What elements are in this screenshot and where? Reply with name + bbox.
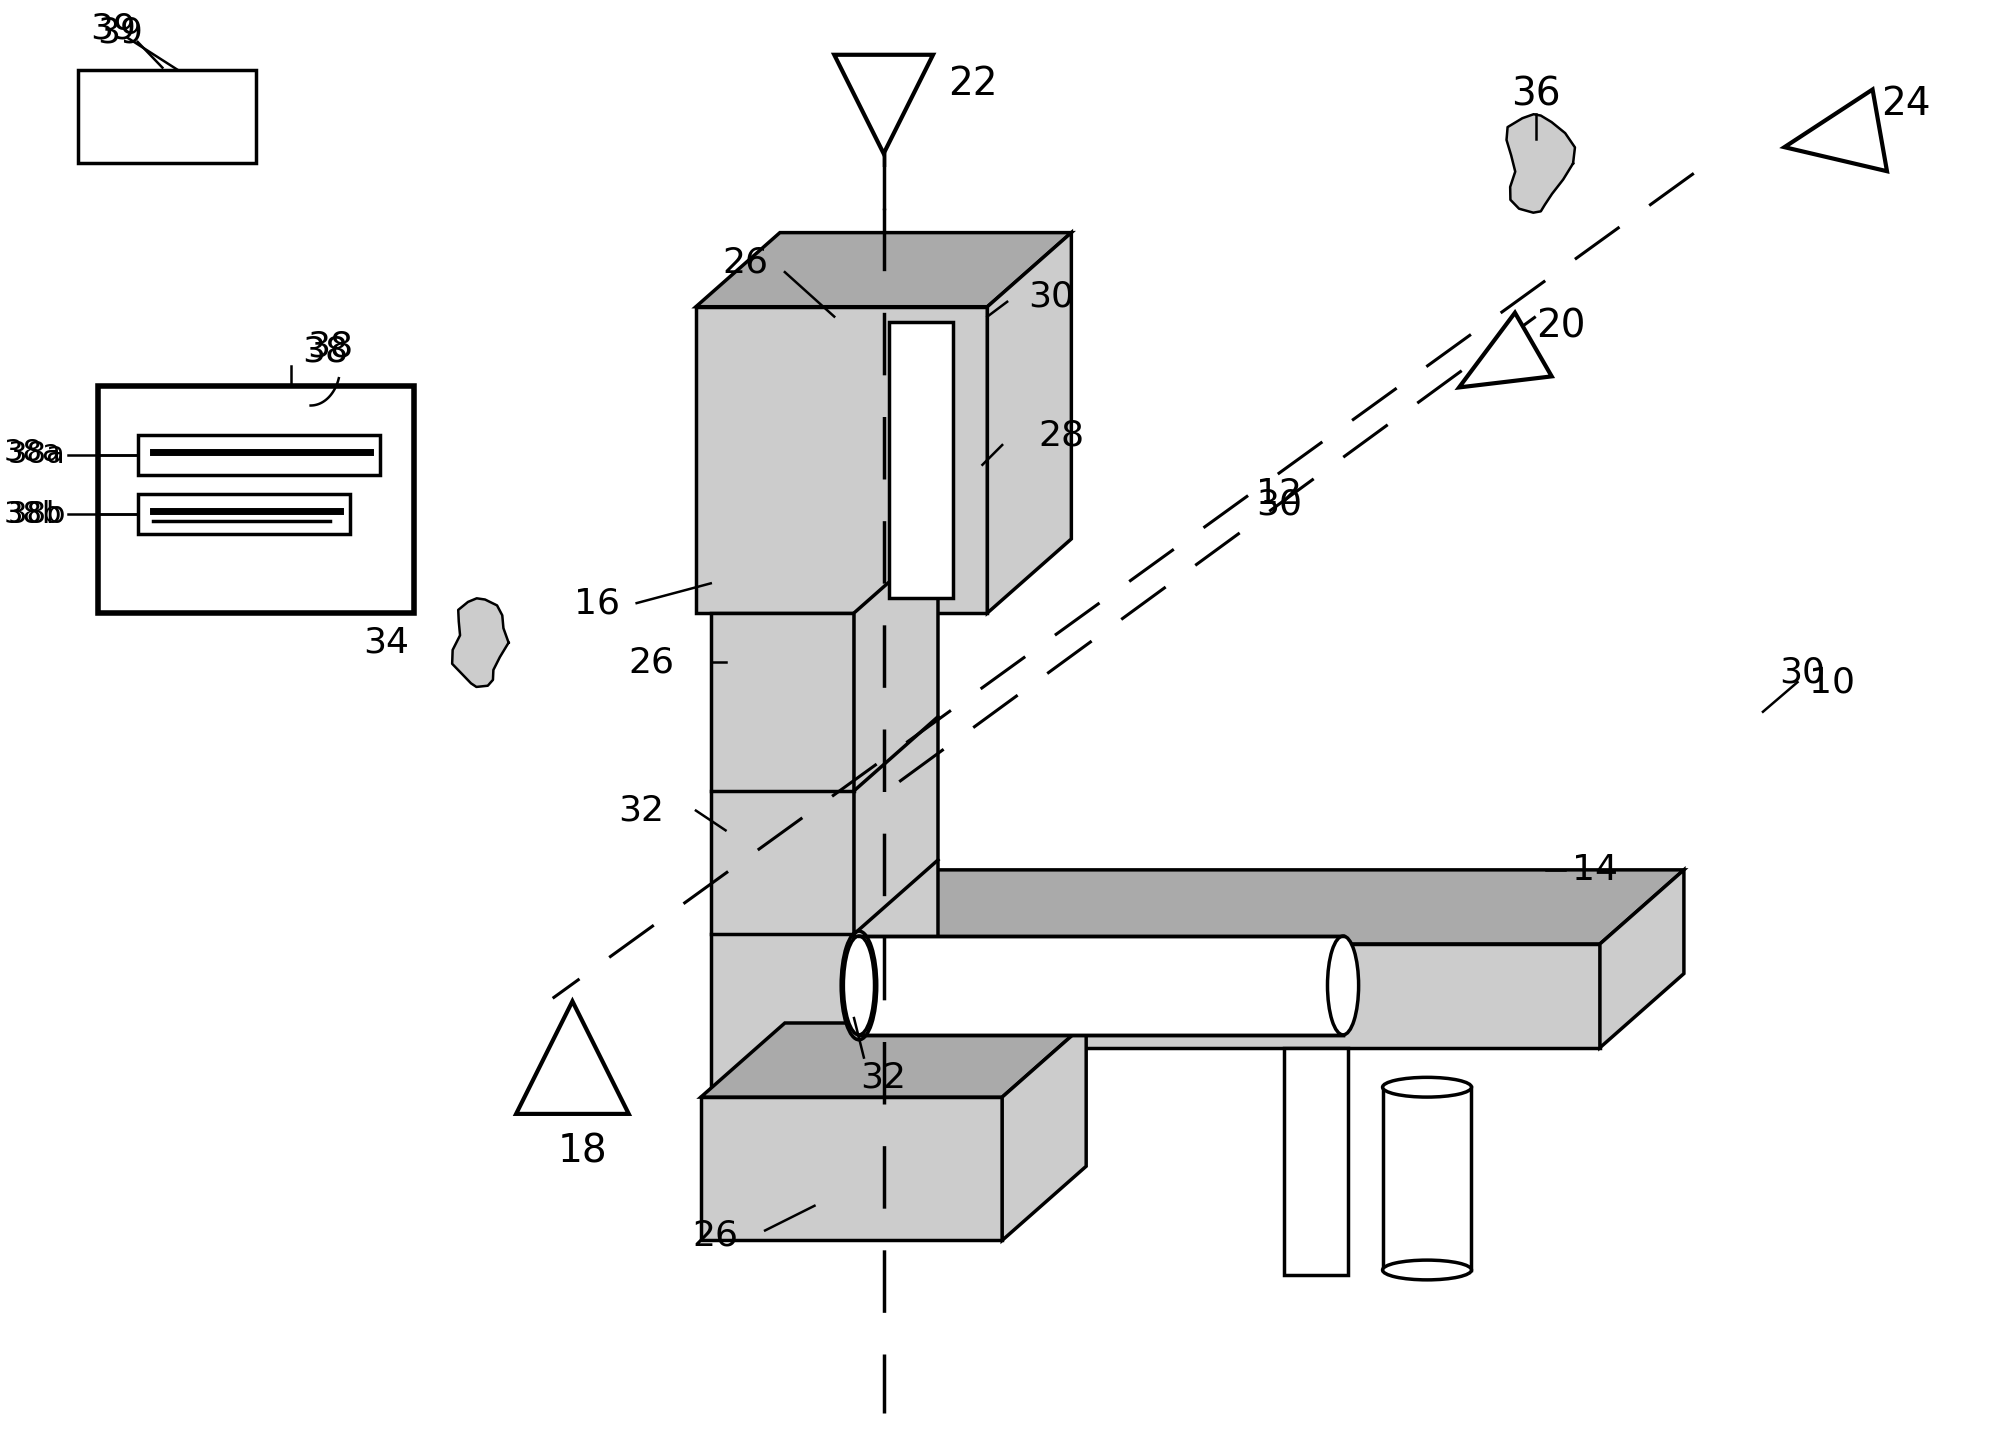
Polygon shape: [1002, 1023, 1087, 1240]
Polygon shape: [453, 598, 509, 687]
Polygon shape: [1600, 870, 1684, 1048]
Polygon shape: [1506, 115, 1576, 212]
Ellipse shape: [1383, 1077, 1472, 1097]
Polygon shape: [515, 1001, 630, 1115]
Polygon shape: [696, 307, 986, 613]
Polygon shape: [138, 435, 379, 474]
Text: 12: 12: [1255, 477, 1301, 511]
Text: 20: 20: [1536, 307, 1586, 345]
Polygon shape: [78, 70, 257, 163]
Text: 38: 38: [307, 329, 353, 364]
Ellipse shape: [844, 936, 874, 1035]
Polygon shape: [98, 386, 415, 613]
Polygon shape: [1784, 89, 1887, 172]
Polygon shape: [848, 944, 1600, 1048]
Text: 28: 28: [1039, 418, 1085, 453]
Polygon shape: [848, 870, 1684, 944]
Polygon shape: [888, 322, 952, 598]
Text: 38a: 38a: [8, 441, 66, 470]
Text: 10: 10: [1809, 665, 1855, 700]
Text: 38a: 38a: [4, 438, 62, 467]
Text: 38b: 38b: [8, 499, 66, 528]
Polygon shape: [1460, 313, 1552, 387]
Text: 32: 32: [620, 793, 664, 828]
Text: 16: 16: [573, 586, 620, 620]
Polygon shape: [702, 1023, 1087, 1097]
Text: 26: 26: [692, 1218, 738, 1253]
Text: 38b: 38b: [4, 499, 62, 528]
Text: 30: 30: [1780, 655, 1825, 690]
Polygon shape: [854, 538, 938, 1097]
Polygon shape: [702, 1097, 1002, 1240]
Text: 26: 26: [722, 246, 768, 279]
Polygon shape: [696, 233, 1071, 307]
Text: 26: 26: [628, 646, 674, 679]
Ellipse shape: [1327, 936, 1359, 1035]
Text: 24: 24: [1881, 86, 1931, 124]
Text: 32: 32: [860, 1061, 906, 1094]
Polygon shape: [1283, 1048, 1347, 1275]
Text: 38: 38: [303, 335, 349, 368]
Polygon shape: [710, 613, 854, 1097]
Text: 14: 14: [1572, 853, 1618, 888]
Polygon shape: [834, 55, 932, 154]
Polygon shape: [138, 495, 351, 534]
Text: 30: 30: [1255, 487, 1301, 521]
Polygon shape: [986, 233, 1071, 613]
Text: 39: 39: [90, 12, 136, 45]
Polygon shape: [1383, 1087, 1472, 1270]
Text: 30: 30: [1029, 279, 1075, 314]
Text: 34: 34: [363, 626, 409, 659]
Text: 39: 39: [96, 15, 142, 49]
Text: 22: 22: [948, 65, 996, 103]
Polygon shape: [858, 936, 1343, 1035]
Text: 18: 18: [557, 1132, 608, 1170]
Ellipse shape: [1383, 1260, 1472, 1280]
Text: 36: 36: [1512, 76, 1560, 113]
